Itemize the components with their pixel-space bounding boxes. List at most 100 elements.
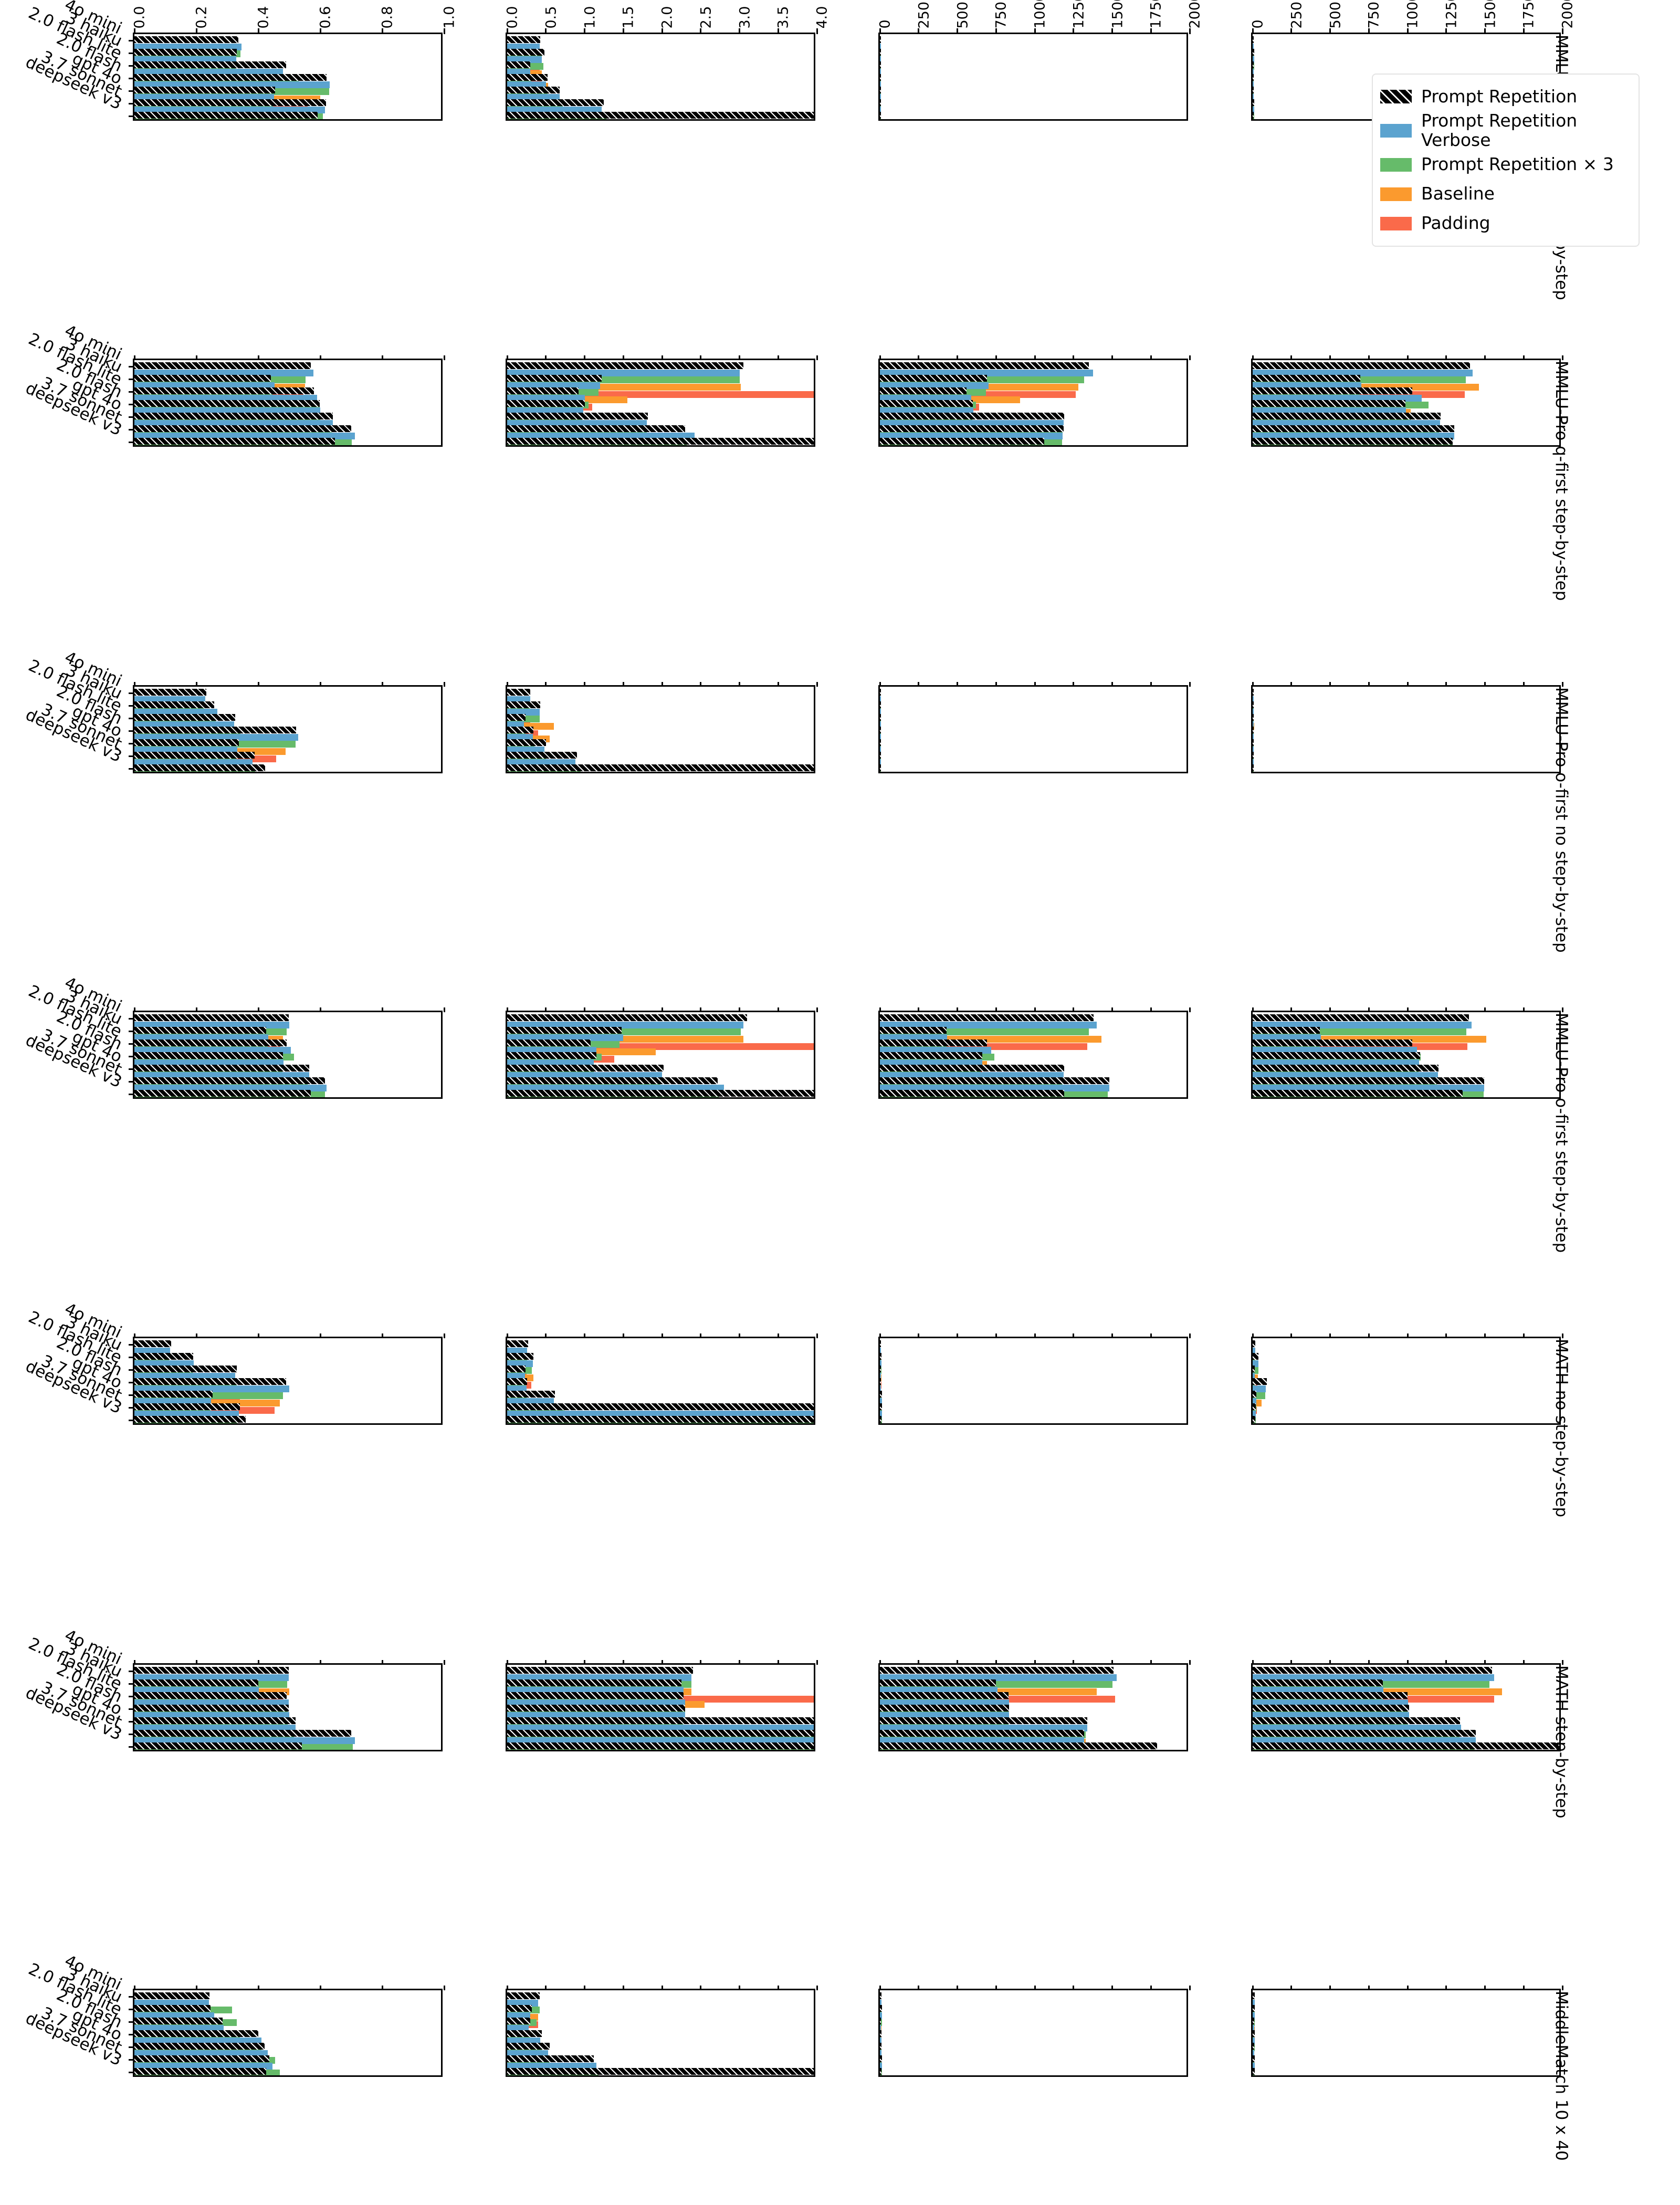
bar-group <box>880 398 1186 436</box>
bar-avg_len-4-0 <box>1253 413 1441 419</box>
bar-avg_len-3-1 <box>1253 2037 1255 2044</box>
bar-avg_len-4-1 <box>1253 1724 1461 1731</box>
bar-group <box>507 373 814 411</box>
bar-latency-1-1 <box>507 1034 624 1041</box>
bar-median_len-6-0 <box>880 764 881 771</box>
x-tick <box>381 355 383 360</box>
x-tick <box>1561 1334 1563 1338</box>
bar-latency-0-0 <box>507 362 743 369</box>
bar-latency-4-0 <box>507 1391 555 1398</box>
bar-accuracy-4-1 <box>134 1072 310 1079</box>
bar-avg_len-4-1 <box>1253 1072 1438 1079</box>
x-tick <box>133 1986 135 1990</box>
bar-group <box>134 750 441 772</box>
bar-avg_len-0-0 <box>1253 1667 1492 1674</box>
x-tick <box>661 28 663 34</box>
y-tick <box>129 1996 134 1998</box>
bar-group <box>880 1389 1186 1423</box>
bar-avg_len-1-1 <box>1253 1686 1384 1694</box>
x-tick <box>1522 28 1525 34</box>
x-tick <box>545 1660 547 1665</box>
bar-group <box>1253 1063 1559 1097</box>
bar-group <box>134 2015 441 2053</box>
plot-area <box>507 1012 814 1097</box>
legend-item[interactable]: Prompt Repetition Verbose <box>1380 111 1630 150</box>
x-tick <box>1189 1986 1191 1990</box>
x-tick <box>1522 1007 1525 1012</box>
bar-avg_len-2-1 <box>1253 721 1254 728</box>
x-tick-label: 0.4 <box>255 6 272 29</box>
row-label-5: MATH step-by-step <box>1552 1665 1571 1819</box>
x-tick <box>1034 1986 1036 1990</box>
bar-group <box>1253 411 1559 445</box>
bar-median_len-4-0 <box>880 1391 883 1398</box>
bar-group <box>134 360 441 398</box>
y-tick <box>129 2071 134 2073</box>
bar-group <box>1253 423 1559 445</box>
bar-latency-3-1 <box>507 1385 527 1392</box>
bar-avg_len-6-0 <box>1253 438 1453 445</box>
legend-item[interactable]: Prompt Repetition × 3 <box>1380 150 1630 180</box>
x-tick-label: 0.0 <box>131 6 148 29</box>
subplot-median_len <box>878 1334 1191 1425</box>
x-tick <box>1561 1660 1563 1665</box>
bar-group <box>1253 1690 1559 1728</box>
bar-group <box>880 750 1186 772</box>
legend-item[interactable]: Baseline <box>1380 180 1630 209</box>
legend-swatch-1 <box>1380 123 1412 138</box>
bar-latency-5-1 <box>507 1737 814 1744</box>
bar-median_len-1-1 <box>880 1686 998 1694</box>
y-tick <box>129 1683 134 1685</box>
bar-group <box>1253 687 1559 724</box>
legend-item[interactable]: Padding <box>1380 209 1630 238</box>
x-tick <box>1034 1334 1036 1338</box>
bar-group <box>880 1677 1186 1715</box>
bar-latency-3-0 <box>507 74 548 81</box>
subplot-median_len <box>878 1660 1191 1751</box>
x-tick <box>1445 355 1447 360</box>
bar-accuracy-3-1 <box>134 733 298 741</box>
x-tick <box>381 1334 383 1338</box>
plot-area <box>507 1338 814 1423</box>
plot-area <box>134 1338 441 1423</box>
bar-group <box>134 72 441 110</box>
bar-avg_len-4-0 <box>1253 2043 1255 2050</box>
x-tick <box>257 28 259 34</box>
bar-avg_len-1-0 <box>1253 1679 1383 1686</box>
bar-group <box>1253 2041 1559 2075</box>
bar-group <box>1253 1376 1559 1414</box>
bar-group <box>1253 398 1559 436</box>
bar-latency-5-0 <box>507 1403 814 1410</box>
x-tick-label: 1250 <box>1070 0 1087 29</box>
bar-group <box>134 1389 441 1423</box>
bar-group <box>880 1715 1186 1750</box>
bar-group <box>507 712 814 750</box>
y-tick <box>129 1080 134 1083</box>
bar-group <box>507 85 814 119</box>
legend-item[interactable]: Prompt Repetition <box>1380 82 1630 111</box>
row-label-6: MiddleMatch 10 x 40 <box>1552 1991 1571 2161</box>
bar-median_len-0-0 <box>880 1992 881 1999</box>
x-tick <box>1329 1334 1331 1338</box>
bar-group <box>134 1050 441 1088</box>
bar-group <box>134 436 441 445</box>
x-tick <box>443 355 445 360</box>
bar-latency-5-0 <box>507 2055 594 2062</box>
bar-group <box>507 1037 814 1075</box>
x-tick <box>995 355 997 360</box>
x-tick <box>1445 1660 1447 1665</box>
bar-group <box>507 1728 814 1750</box>
x-tick <box>622 28 624 34</box>
x-tick <box>995 1007 997 1012</box>
x-tick <box>1329 1986 1331 1990</box>
bar-median_len-5-1 <box>880 1084 1109 1091</box>
row-label-3: MMLU-Pro o-first step-by-step <box>1552 1013 1571 1253</box>
x-tick <box>739 1986 740 1990</box>
bar-group <box>1253 110 1559 119</box>
subplot-row: 4o mini 3 haiku 2.0 flash lite 2.0 flash gpt… <box>0 648 1680 953</box>
plot-area <box>134 687 441 772</box>
bar-latency-1-0 <box>507 49 544 56</box>
x-tick <box>1406 1660 1409 1665</box>
bar-avg_len-2-0 <box>1253 1040 1412 1046</box>
x-tick <box>1150 1986 1152 1990</box>
